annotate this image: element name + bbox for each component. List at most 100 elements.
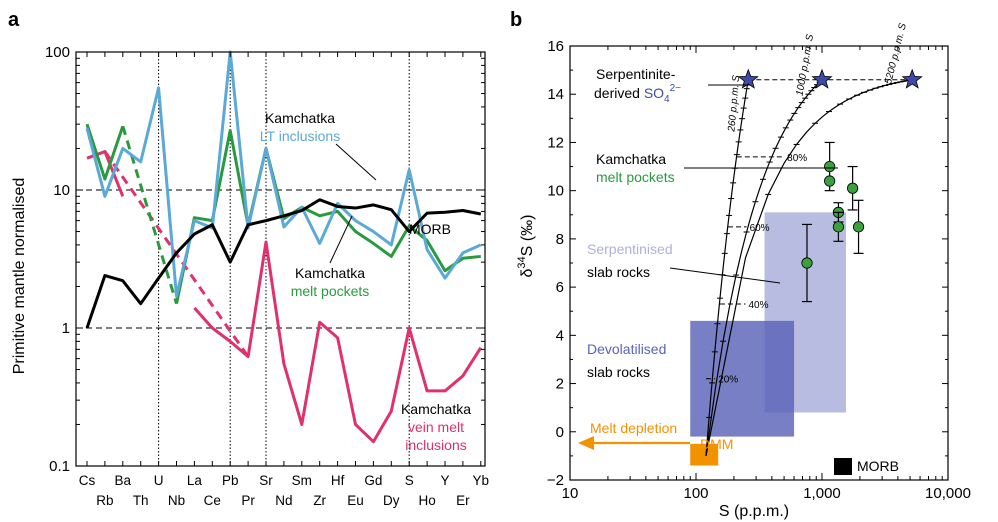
morb-marker <box>834 458 852 475</box>
label-serpentinised-line1: Serpentinised <box>587 241 673 257</box>
series-line-2 <box>85 123 125 181</box>
series-line-1 <box>85 50 482 298</box>
ytick-label-a: 1 <box>62 320 70 337</box>
ytick-label-a: 100 <box>45 44 70 61</box>
ytick-label-b: 2 <box>556 376 564 393</box>
panel-b-y-axis-label: δ34S (‰) <box>516 215 536 278</box>
panel-a-frame <box>75 51 486 467</box>
xtick-label-dy: Dy <box>383 493 400 508</box>
xtick-label-pb: Pb <box>222 473 239 488</box>
panel-b-x-axis-label: S (p.p.m.) <box>719 503 789 520</box>
annotation-vein-melt-line2: vein melt <box>408 419 464 435</box>
leader-melt-pockets <box>329 215 353 264</box>
xtick-label-la: La <box>187 473 203 488</box>
xtick-label-er: Er <box>456 493 470 508</box>
xtick-label-hf: Hf <box>331 473 345 488</box>
ytick-label-b: 16 <box>547 38 564 55</box>
xtick-label-ho: Ho <box>418 493 435 508</box>
xtick-label-eu: Eu <box>347 493 364 508</box>
xtick-label-b: 10,000 <box>925 485 971 502</box>
devolatilised-box <box>690 320 795 437</box>
ytick-label-b: 0 <box>556 424 564 441</box>
label-melt-depletion: Melt depletion <box>590 420 677 436</box>
percent-label: 80% <box>787 153 807 164</box>
xtick-label-b: 10 <box>562 485 579 502</box>
annotation-melt-pockets-line2: melt pockets <box>291 283 370 299</box>
panel-a-series <box>85 50 483 444</box>
ytick-label-b: 8 <box>556 231 564 248</box>
panel-a-label: a <box>8 9 20 31</box>
label-melt-pockets-line2: melt pockets <box>596 169 675 185</box>
series-line-2 <box>175 128 481 305</box>
xtick-label-u: U <box>154 473 164 488</box>
xtick-label-sr: Sr <box>259 473 273 488</box>
label-devolatilised-line2: slab rocks <box>587 364 650 380</box>
label-devolatilised-line1: Devolatilised <box>587 341 666 357</box>
label-serpentinite-line2: derived SO42− <box>594 83 681 105</box>
xtick-label-ce: Ce <box>204 493 221 508</box>
data-point-4 <box>832 221 845 233</box>
label-morb-b: MORB <box>857 458 899 474</box>
panel-b-label: b <box>510 9 522 31</box>
data-point-0 <box>824 160 836 173</box>
star-1 <box>811 68 833 89</box>
annotation-vein-melt-line1: Kamchatka <box>401 401 471 417</box>
ytick-label-b: 4 <box>556 327 564 344</box>
curve-label: 5200 p.p.m. S <box>883 22 909 85</box>
ytick-label-b: 6 <box>556 279 564 296</box>
annotation-lt-inclusions-line1: Kamchatka <box>265 110 335 126</box>
xtick-label-y: Y <box>440 473 449 488</box>
panel-b-points <box>737 68 923 303</box>
xtick-label-b: 1,000 <box>803 485 841 502</box>
ytick-label-b: 10 <box>547 183 564 200</box>
xtick-label-s: S <box>405 473 414 488</box>
label-melt-pockets-line1: Kamchatka <box>596 151 666 167</box>
xtick-label-nb: Nb <box>168 493 185 508</box>
xtick-label-rb: Rb <box>96 493 113 508</box>
label-serpentinised-line2: slab rocks <box>587 264 650 280</box>
annotation-vein-melt-line3: inclusions <box>405 437 466 453</box>
xtick-label-th: Th <box>133 493 149 508</box>
label-dmm: DMM <box>700 436 733 452</box>
panel-b-boxes <box>690 212 846 466</box>
data-point-6 <box>801 257 813 269</box>
xtick-label-pr: Pr <box>241 493 255 508</box>
ytick-label-a: 0.1 <box>49 458 70 475</box>
ytick-label-b: 12 <box>547 134 564 151</box>
ytick-label-b: 14 <box>547 86 564 103</box>
star-2 <box>901 68 923 89</box>
curve-label: 260 p.p.m. S <box>726 74 742 133</box>
xtick-label-nd: Nd <box>275 493 292 508</box>
annotation-morb: MORB <box>409 221 451 237</box>
data-point-2 <box>847 182 859 194</box>
xtick-label-b: 100 <box>683 485 708 502</box>
xtick-label-ba: Ba <box>115 473 132 488</box>
star-0 <box>737 68 759 89</box>
data-point-1 <box>824 175 836 187</box>
series-line-3 <box>193 240 483 444</box>
xtick-label-gd: Gd <box>364 473 382 488</box>
data-point-5 <box>852 221 865 233</box>
leader-lt-inclusions <box>335 143 377 181</box>
panel-a-y-axis-label: Primitive mantle normalised <box>11 178 28 375</box>
melt-depletion-arrow <box>578 436 690 450</box>
leader-serpentinised <box>669 267 781 284</box>
label-serpentinite-line1: Serpentinite- <box>596 66 676 82</box>
dmm-box <box>690 443 719 466</box>
percent-label: 40% <box>748 300 768 311</box>
ytick-label-b: −2 <box>547 472 564 489</box>
percent-label: 20% <box>718 375 738 386</box>
annotation-melt-pockets-line1: Kamchatka <box>295 265 365 281</box>
xtick-label-zr: Zr <box>313 493 326 508</box>
annotation-lt-inclusions-line2: LT inclusions <box>260 128 340 144</box>
percent-label: 60% <box>750 223 770 234</box>
xtick-label-cs: Cs <box>79 473 96 488</box>
panel-b-ticks: 10 100 1,000 10,000 −2 0 2 4 6 8 10 12 14 16 <box>547 38 971 502</box>
ytick-label-a: 10 <box>53 182 70 199</box>
xtick-label-sm: Sm <box>292 473 312 488</box>
series-line-0 <box>85 198 482 329</box>
